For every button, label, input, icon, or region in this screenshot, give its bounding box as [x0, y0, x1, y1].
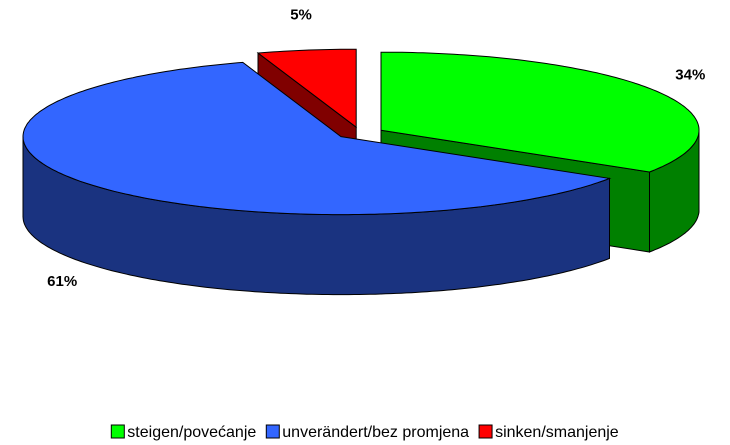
legend-label: unverändert/bez promjena — [282, 424, 469, 441]
legend-label: steigen/povećanje — [127, 424, 256, 441]
legend: steigen/povećanje unverändert/bez promjen… — [110, 424, 619, 441]
legend-swatch — [478, 424, 493, 439]
data-label: 34% — [675, 67, 705, 84]
data-label: 5% — [290, 7, 312, 24]
slice-top — [256, 48, 357, 129]
slice — [22, 61, 612, 296]
legend-swatch — [110, 424, 125, 439]
data-label: 61% — [47, 273, 77, 290]
slice-top — [380, 51, 700, 173]
legend-swatch — [265, 424, 280, 439]
slice-top — [22, 61, 612, 216]
legend-label: sinken/smanjenje — [495, 424, 619, 441]
